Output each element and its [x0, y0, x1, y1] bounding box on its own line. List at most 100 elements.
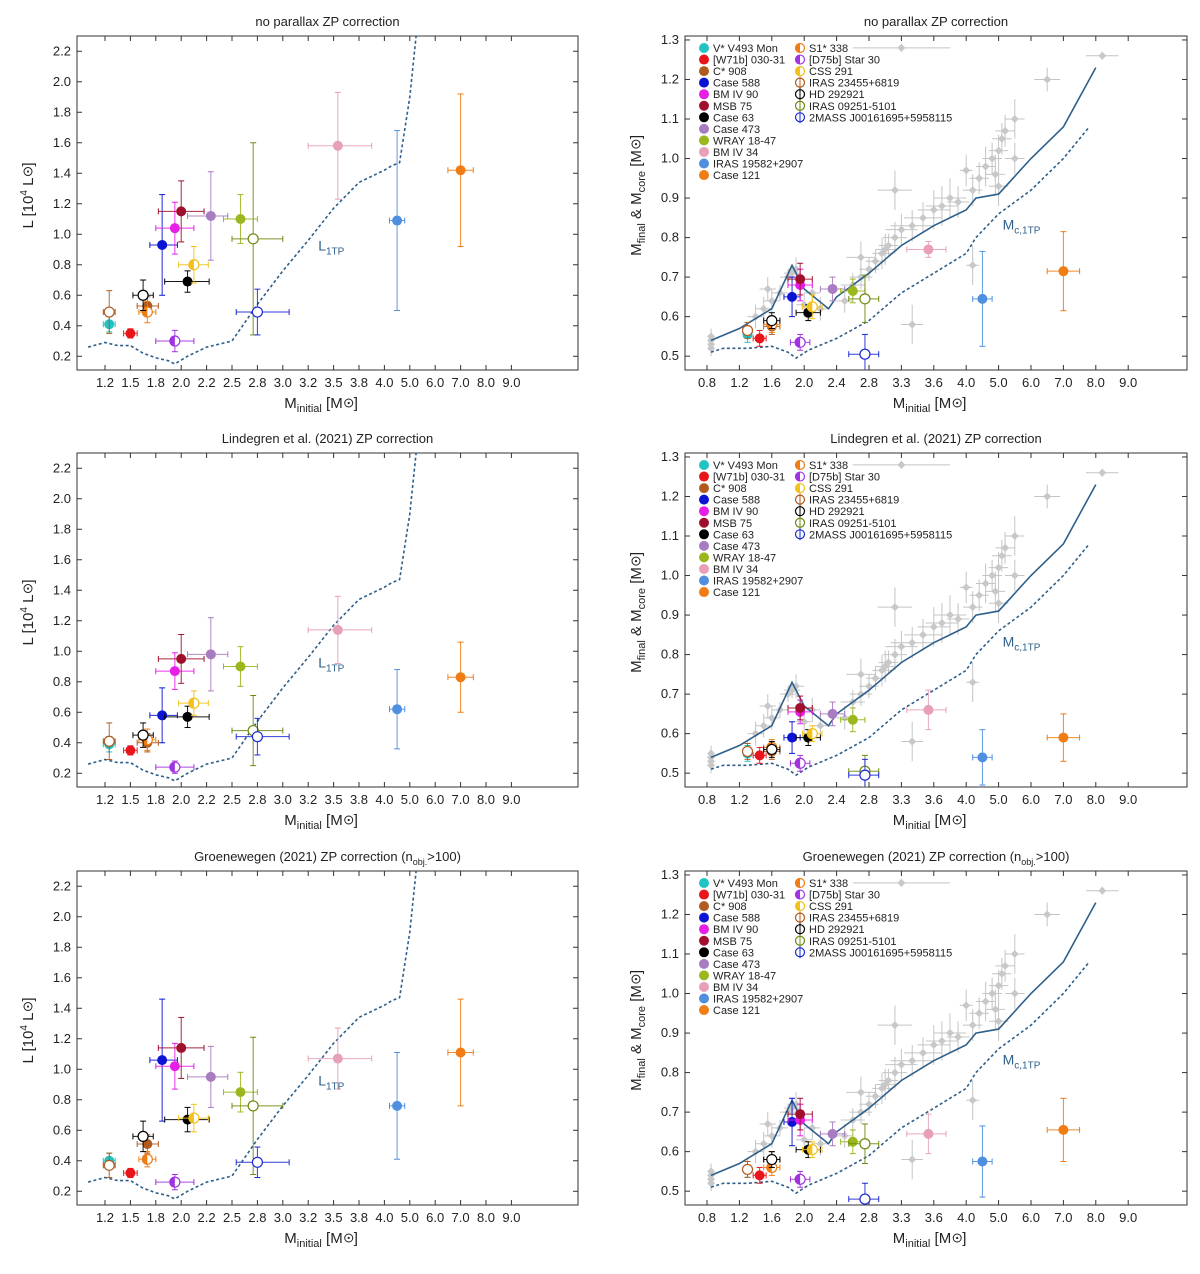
grey-diamond: [968, 1021, 977, 1030]
chart-title: Lindegren et al. (2021) ZP correction: [830, 431, 1042, 446]
grey-point: [759, 1112, 776, 1136]
legend-label: Case 588: [713, 495, 760, 507]
grey-diamond: [751, 729, 760, 738]
legend-item: BM IV 34: [699, 563, 758, 576]
grey-diamond: [884, 241, 893, 250]
x-tick-label: 4.0: [957, 375, 975, 390]
legend-label: C* 908: [713, 901, 747, 913]
point-marker-half-fill: [188, 1113, 194, 1124]
y-axis-label: L [104 L: [19, 1013, 37, 1064]
plot-frame: [76, 870, 579, 1206]
grey-diamond: [991, 170, 1000, 179]
legend-marker: [699, 494, 709, 505]
point-marker-filled: [754, 750, 765, 761]
data-point: [819, 701, 846, 727]
point-marker-filled: [847, 1136, 858, 1147]
data-point: [157, 633, 205, 684]
chart-panel-3: Lindegren et al. (2021) ZP correction 1.2…: [19, 431, 579, 832]
grey-diamond: [840, 296, 849, 305]
data-point: [235, 288, 290, 336]
y-tick-label: 1.1: [661, 528, 679, 543]
legend-label: IRAS 23455+6819: [809, 913, 899, 925]
sun-symbol-icon: [23, 584, 33, 594]
point-marker-filled: [169, 1061, 180, 1072]
data-point: [848, 758, 880, 787]
grey-point: [988, 969, 1009, 1002]
point-marker-filled: [455, 672, 466, 683]
y-axis-label-bracket: ]: [20, 997, 37, 1001]
x-tick-label: 2.8: [248, 1210, 266, 1225]
legend-label: WRAY 18-47: [713, 970, 776, 982]
l1tp-curve: [87, 871, 417, 1200]
legend-marker-fill: [795, 901, 800, 911]
point-marker-open: [859, 1193, 871, 1205]
legend-label: [D75b] Star 30: [809, 55, 880, 67]
y-tick-label: 1.0: [53, 226, 71, 241]
legend-label: Case 121: [713, 587, 760, 599]
legend-item: [W71b] 030-31: [699, 471, 785, 484]
data-point: [787, 262, 813, 296]
legend-item: V* V493 Mon: [699, 43, 778, 55]
legend-label: V* V493 Mon: [713, 878, 778, 890]
x-tick-label: 2.5: [223, 1210, 241, 1225]
grey-point: [933, 1013, 967, 1053]
data-point: [840, 707, 866, 733]
legend-label: CSS 291: [809, 66, 853, 78]
data-point: [132, 722, 154, 748]
data-point: [307, 1027, 373, 1090]
x-tick-label: 1.6: [763, 792, 781, 807]
data-point: [819, 1121, 846, 1147]
plot-area: [707, 878, 1119, 1205]
data-point: [819, 276, 846, 302]
sun-symbol-dot: [634, 560, 638, 563]
grey-diamond: [759, 721, 768, 730]
grey-diamond: [962, 1001, 971, 1010]
x-tick-label: 1.5: [121, 1210, 139, 1225]
y-tick-label: 0.4: [53, 1153, 71, 1168]
plot-frame: [684, 870, 1188, 1206]
legend-marker: [699, 912, 709, 923]
grey-diamond: [751, 312, 760, 321]
data-point: [178, 245, 209, 284]
legend-item: HD 292921: [794, 923, 865, 936]
point-marker-filled: [392, 215, 403, 226]
grey-diamond: [890, 1068, 899, 1077]
legend-label: IRAS 09251-5101: [809, 936, 896, 948]
grey-diamond: [968, 186, 977, 195]
grey-point: [988, 134, 1009, 167]
x-tick-label: 6.0: [426, 375, 444, 390]
x-tick-label: 2.0: [172, 375, 190, 390]
y-tick-label: 0.8: [53, 1092, 71, 1107]
legend-marker: [699, 970, 709, 981]
grey-point: [917, 1025, 950, 1065]
x-tick-label: 5.0: [990, 375, 1008, 390]
point-marker-half-fill: [795, 337, 801, 348]
grey-diamond: [981, 162, 990, 171]
legend-label: IRAS 19582+2907: [713, 576, 803, 588]
legend-item: Case 121: [699, 1005, 760, 1017]
x-axis-label-bracket: ]: [962, 812, 966, 829]
data-point: [138, 300, 157, 324]
legend-label: IRAS 23455+6819: [809, 78, 899, 90]
data-point: [155, 760, 195, 774]
x-tick-label: 6.0: [1022, 1210, 1040, 1225]
point-marker-open: [247, 233, 259, 245]
grey-diamond: [871, 674, 880, 683]
data-point: [123, 328, 138, 339]
legend-label: BM IV 34: [713, 147, 758, 159]
y-tick-label: 0.8: [53, 257, 71, 272]
x-tick-label: 3.2: [299, 1210, 317, 1225]
grey-diamond: [997, 551, 1006, 560]
x-tick-label: 7.0: [452, 375, 470, 390]
grey-diamond: [929, 622, 938, 631]
mc1tp-label: Mc,1TP: [1003, 217, 1041, 237]
legend-label: Case 588: [713, 913, 760, 925]
grey-point: [901, 304, 923, 345]
grey-point: [966, 1080, 980, 1121]
legend-label: Case 473: [713, 124, 760, 136]
y-axis-label-bracket: ]: [20, 162, 37, 166]
data-point: [802, 1141, 823, 1159]
point-marker-open: [859, 293, 871, 305]
grey-point: [1005, 99, 1025, 139]
